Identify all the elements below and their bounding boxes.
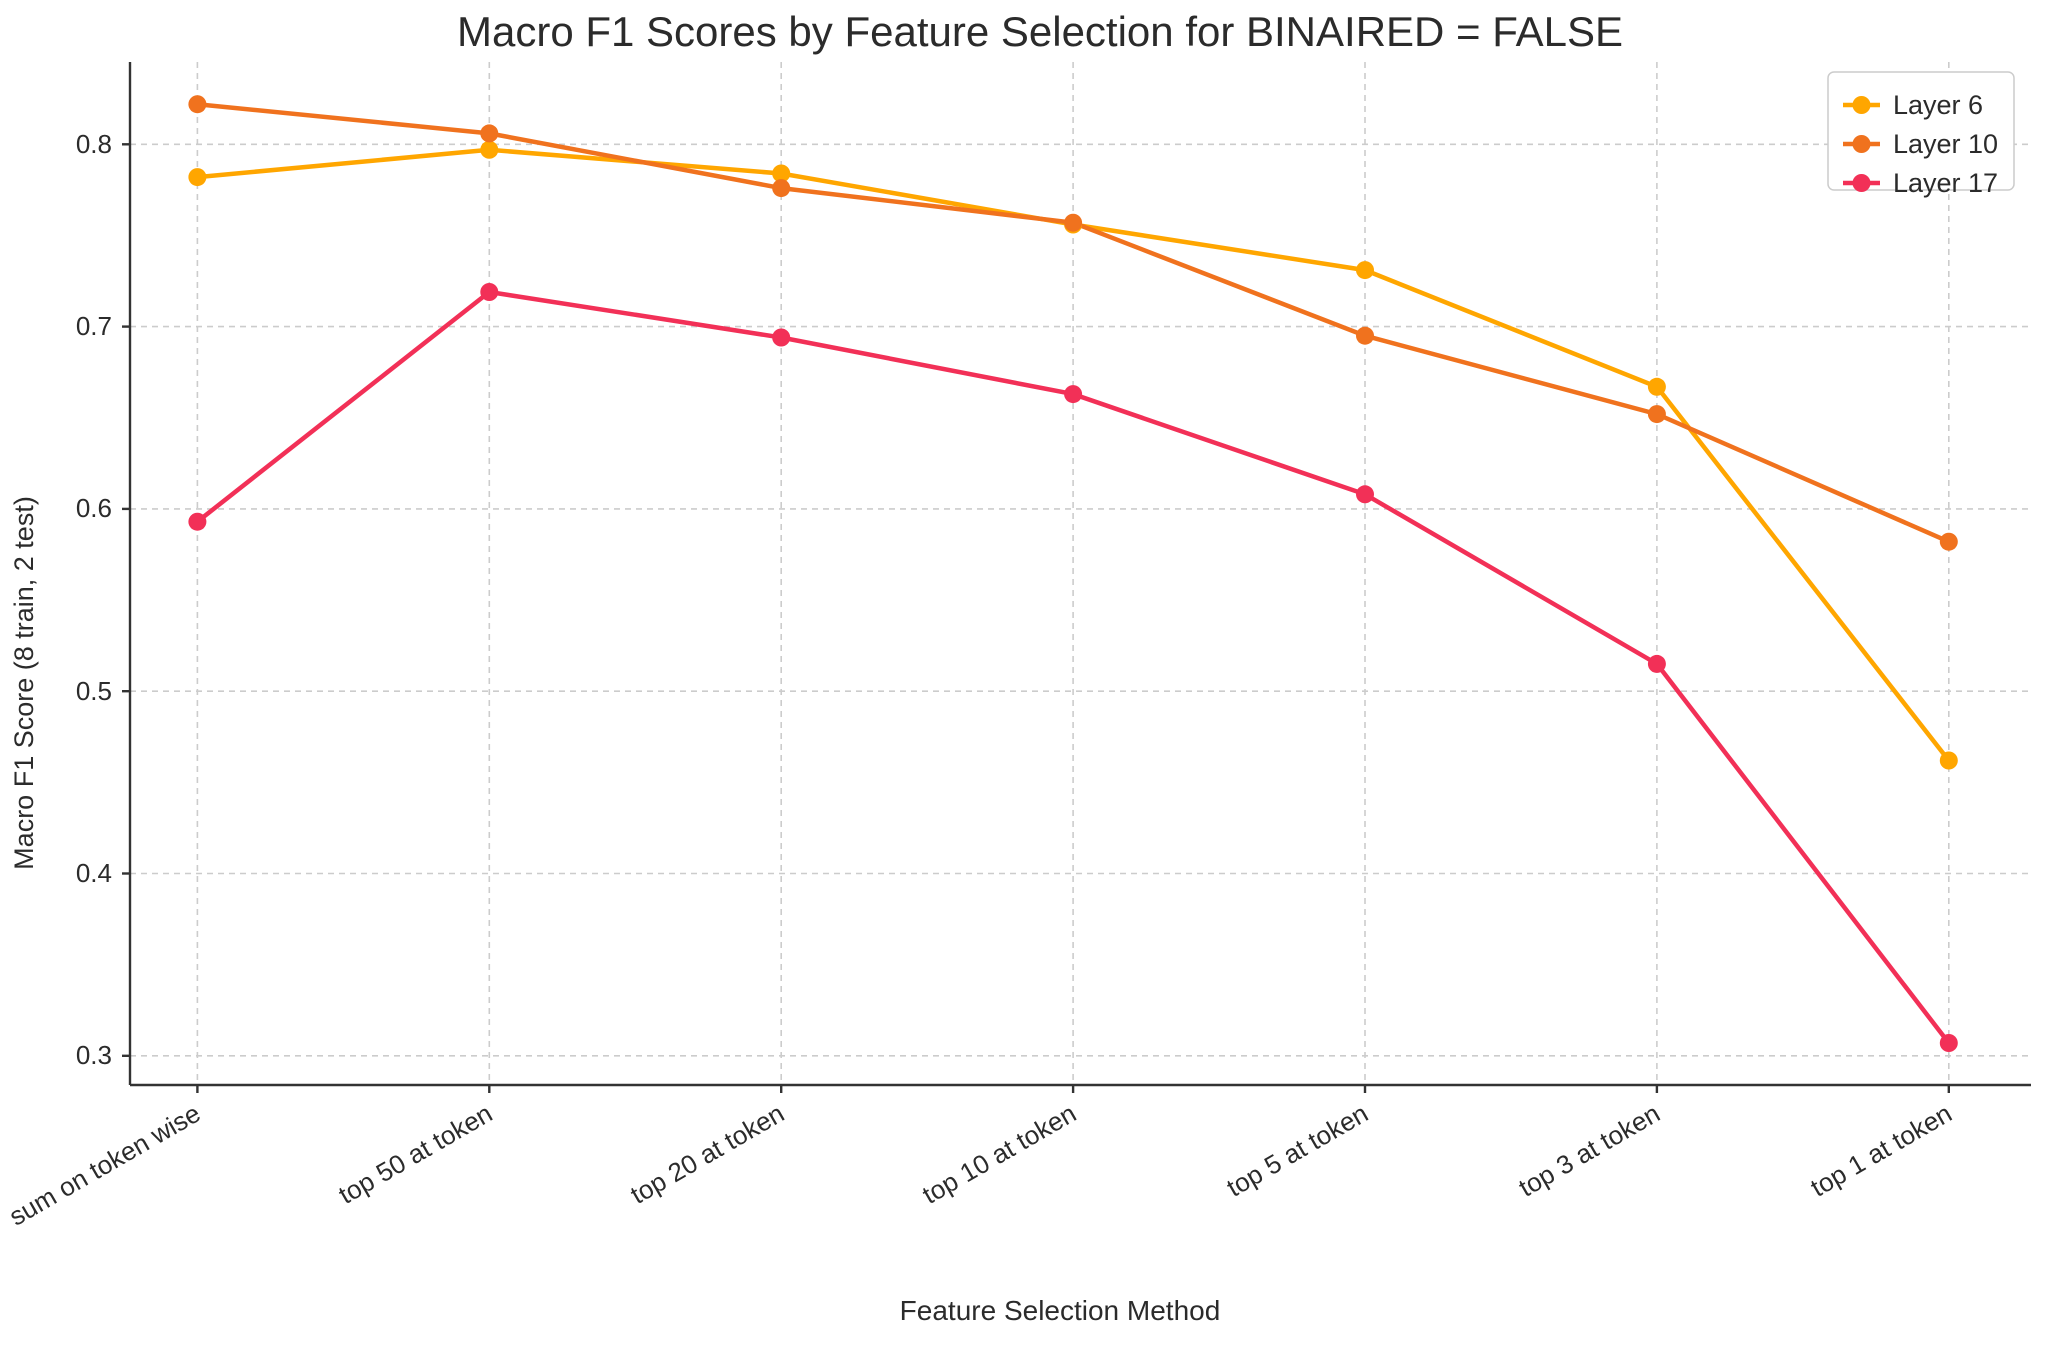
svg-text:0.8: 0.8 [76, 129, 112, 159]
svg-text:0.3: 0.3 [76, 1040, 112, 1070]
svg-text:0.4: 0.4 [76, 858, 112, 888]
svg-text:Macro F1 Scores by Feature Sel: Macro F1 Scores by Feature Selection for… [457, 8, 1623, 55]
svg-text:0.5: 0.5 [76, 676, 112, 706]
svg-text:0.7: 0.7 [76, 311, 112, 341]
svg-text:Macro F1 Score (8 train, 2 tes: Macro F1 Score (8 train, 2 test) [9, 496, 39, 870]
svg-text:Feature Selection Method: Feature Selection Method [900, 1295, 1221, 1326]
svg-text:0.6: 0.6 [76, 493, 112, 523]
svg-text:Layer 10: Layer 10 [1893, 129, 1998, 159]
svg-text:Layer 6: Layer 6 [1893, 90, 1983, 120]
svg-text:Layer 17: Layer 17 [1893, 168, 1998, 198]
